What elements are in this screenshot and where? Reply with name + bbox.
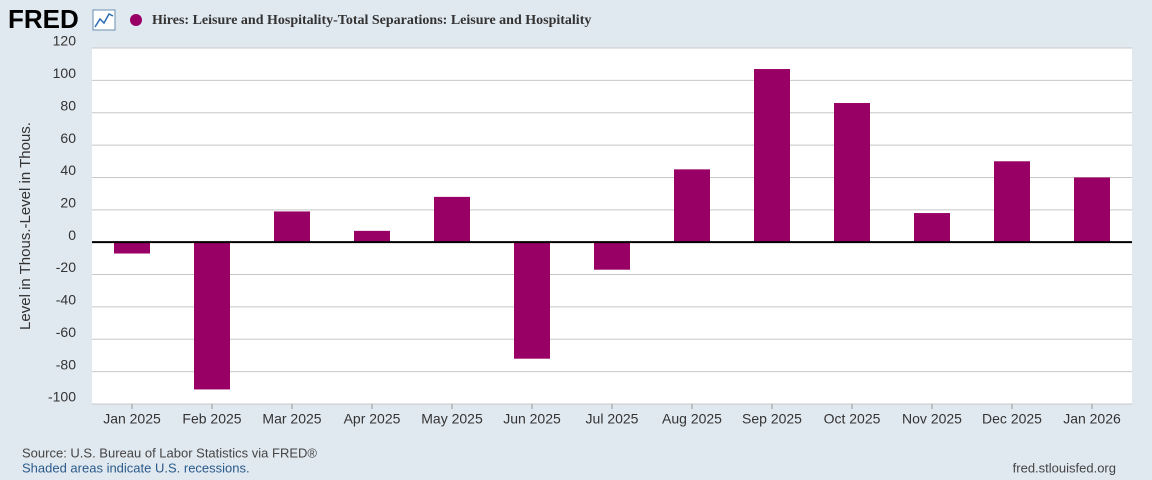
- legend-swatch: [130, 14, 142, 26]
- x-tick-label: Feb 2025: [182, 411, 241, 427]
- x-tick-label: Sep 2025: [742, 411, 802, 427]
- bar: [594, 242, 630, 270]
- source: Source: U.S. Bureau of Labor Statistics …: [22, 445, 317, 460]
- bar: [994, 161, 1030, 243]
- logo: FRED: [8, 4, 79, 34]
- bar: [914, 213, 950, 243]
- y-tick-label: -80: [56, 356, 76, 372]
- x-tick-label: Apr 2025: [344, 411, 401, 427]
- bar: [834, 103, 870, 243]
- bar: [514, 242, 550, 359]
- x-tick-label: Dec 2025: [982, 411, 1042, 427]
- y-tick-label: -40: [56, 292, 76, 308]
- x-tick-label: Jan 2026: [1063, 411, 1121, 427]
- recession-note: Shaded areas indicate U.S. recessions.: [22, 460, 250, 475]
- plot-area: [92, 48, 1132, 404]
- legend-label: Hires: Leisure and Hospitality-Total Sep…: [152, 13, 591, 28]
- bar: [754, 69, 790, 243]
- y-tick-label: -100: [48, 389, 76, 405]
- y-tick-label: 80: [60, 97, 76, 113]
- y-tick-label: -60: [56, 324, 76, 340]
- y-tick-label: 40: [60, 162, 76, 178]
- source-url: fred.stlouisfed.org: [1013, 460, 1116, 475]
- x-tick-label: Oct 2025: [824, 411, 881, 427]
- bar: [194, 242, 230, 390]
- y-tick-label: -20: [56, 259, 76, 275]
- y-axis-label: Level in Thous.-Level in Thous.: [17, 122, 34, 330]
- y-tick-label: 60: [60, 130, 76, 146]
- bar: [114, 242, 150, 254]
- x-tick-label: May 2025: [421, 411, 483, 427]
- logo-icon: [92, 9, 116, 31]
- x-tick-label: Mar 2025: [262, 411, 321, 427]
- x-tick-label: Aug 2025: [662, 411, 722, 427]
- y-tick-label: 120: [53, 33, 77, 49]
- bar: [274, 211, 310, 243]
- bar: [354, 230, 390, 243]
- x-tick-label: Jan 2025: [103, 411, 161, 427]
- y-tick-label: 0: [68, 227, 76, 243]
- x-tick-label: Jul 2025: [586, 411, 639, 427]
- y-tick-label: 100: [53, 65, 77, 81]
- bar: [1074, 177, 1110, 243]
- y-tick-label: 20: [60, 195, 76, 211]
- bar: [674, 169, 710, 243]
- x-tick-label: Nov 2025: [902, 411, 962, 427]
- x-tick-label: Jun 2025: [503, 411, 561, 427]
- bar: [434, 196, 470, 243]
